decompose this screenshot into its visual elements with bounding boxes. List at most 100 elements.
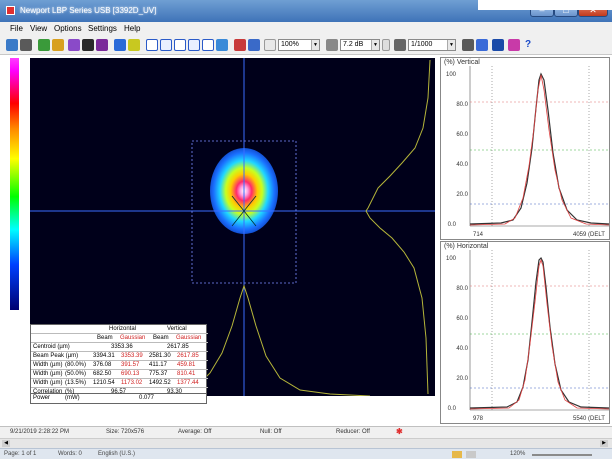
results-table-power: Power (mW) 0.077 xyxy=(30,394,207,404)
gain-icon xyxy=(326,39,338,51)
open-icon[interactable] xyxy=(38,39,50,51)
horizontal-profile-panel[interactable]: (%) Horizontal 100 80.0 60.0 40.0 20.0 0… xyxy=(440,241,610,424)
horizontal-profile-chart: 100 80.0 60.0 40.0 20.0 0.0 978 5540 (DE… xyxy=(446,250,610,422)
table-group-header: Horizontal Vertical xyxy=(31,325,208,334)
status-average: Average: Off xyxy=(178,429,212,435)
word-status-strip: Page: 1 of 1 Words: 0 English (U.S.) 120… xyxy=(0,448,612,459)
h-ytick-0: 0.0 xyxy=(448,406,457,412)
h-x-start: 978 xyxy=(473,416,484,422)
vertical-panel-title: (%) Vertical xyxy=(444,59,480,66)
zoom-select[interactable]: 100% ▼ xyxy=(278,39,320,51)
export-icon[interactable] xyxy=(52,39,64,51)
toolbar: 100% ▼ 7.2 dB ▼ 1/1000 ▼ ? xyxy=(0,36,612,55)
language-indicator: English (U.S.) xyxy=(98,451,136,457)
status-bar: 9/21/2019 2:28:22 PM Size: 720x576 Avera… xyxy=(0,426,612,438)
scroll-right-arrow[interactable]: ▶ xyxy=(600,440,608,447)
cropped-overlay xyxy=(478,0,612,10)
menu-bar: File View Options Settings Help xyxy=(0,22,612,36)
v-ytick-40: 40.0 xyxy=(456,162,468,168)
zoom-percent: 120% xyxy=(510,451,526,457)
v-ytick-80: 80.0 xyxy=(456,102,468,108)
print-layout-icon[interactable] xyxy=(452,451,462,458)
menu-view[interactable]: View xyxy=(30,24,48,33)
crosshair-icon[interactable] xyxy=(174,39,186,51)
group-horizontal: Horizontal xyxy=(109,326,137,332)
zoom-slider[interactable] xyxy=(532,454,592,456)
exposure-select[interactable]: 1/1000 ▼ xyxy=(408,39,456,51)
results-table: Horizontal Vertical Beam Gaussian Beam G… xyxy=(30,324,208,395)
exposure-icon xyxy=(394,39,406,51)
v-ytick-20: 20.0 xyxy=(456,192,468,198)
v-ytick-60: 60.0 xyxy=(456,132,468,138)
record-indicator-icon: ✱ xyxy=(396,427,403,436)
horizontal-panel-title: (%) Horizontal xyxy=(444,243,489,250)
axis-icon[interactable] xyxy=(188,39,200,51)
h-beam-curve xyxy=(469,256,610,409)
h-ytick-100: 100 xyxy=(446,256,457,262)
audio-icon[interactable] xyxy=(476,39,488,51)
rotate-icon[interactable] xyxy=(234,39,246,51)
color-palette xyxy=(10,58,19,310)
capture-icon[interactable] xyxy=(68,39,80,51)
h-gauss-curve xyxy=(469,258,610,410)
status-reducer: Reducer: Off xyxy=(336,429,370,435)
word-count: Words: 0 xyxy=(58,451,82,457)
menu-options[interactable]: Options xyxy=(54,24,82,33)
table-row: Width (µm) (50.0%) 682.50 690.13 775.37 … xyxy=(31,370,208,379)
settings-icon[interactable] xyxy=(492,39,504,51)
save-icon[interactable] xyxy=(6,39,18,51)
scroll-left-arrow[interactable]: ◀ xyxy=(2,440,10,447)
app-icon xyxy=(6,6,15,15)
menu-file[interactable]: File xyxy=(10,24,23,33)
snapshot-icon[interactable] xyxy=(96,39,108,51)
table-row: Power (mW) 0.077 xyxy=(33,395,155,401)
group-vertical: Vertical xyxy=(167,326,187,332)
vertical-profile-panel[interactable]: (%) Vertical 100 80.0 60.0 40.0 20.0 0.0… xyxy=(440,57,610,240)
h-ytick-20: 20.0 xyxy=(456,376,468,382)
status-datetime: 9/21/2019 2:28:22 PM xyxy=(10,429,70,435)
page-count: Page: 1 of 1 xyxy=(4,451,37,457)
v-ytick-0: 0.0 xyxy=(448,222,457,228)
v-gauss-curve xyxy=(469,74,610,226)
h-ytick-80: 80.0 xyxy=(456,286,468,292)
help-icon[interactable]: ? xyxy=(524,39,532,50)
v-beam-curve xyxy=(469,72,610,225)
v-x-end: 4059 (DELT xyxy=(573,232,605,238)
gaussian-fit-icon[interactable] xyxy=(160,39,172,51)
print-icon[interactable] xyxy=(20,39,32,51)
about-icon[interactable] xyxy=(508,39,520,51)
profile-icon[interactable] xyxy=(146,39,158,51)
table-row: Centroid (µm) 3353.36 2617.85 xyxy=(31,343,208,352)
menu-settings[interactable]: Settings xyxy=(88,24,117,33)
table-row: Width (µm) (13.5%) 1210.54 1173.02 1492.… xyxy=(31,379,208,388)
gain-select[interactable]: 7.2 dB ▼ xyxy=(340,39,380,51)
table-row: Correlation (%) 96.57 93.30 xyxy=(33,389,183,395)
ellipse-icon[interactable] xyxy=(202,39,214,51)
histogram-icon[interactable] xyxy=(114,39,126,51)
table-sub-header: Beam Gaussian Beam Gaussian xyxy=(31,334,208,343)
gain-spinner[interactable] xyxy=(382,39,390,51)
vertical-profile-chart: 100 80.0 60.0 40.0 20.0 0.0 714 4059 (DE… xyxy=(446,66,610,238)
h-ytick-40: 40.0 xyxy=(456,346,468,352)
v-ytick-100: 100 xyxy=(446,72,457,78)
zoom-icon[interactable] xyxy=(264,39,276,51)
full-screen-icon[interactable] xyxy=(466,451,476,458)
scale-icon[interactable] xyxy=(248,39,260,51)
table-row: Width (µm) (80.0%) 376.08 391.57 411.17 … xyxy=(31,361,208,370)
status-null: Null: Off xyxy=(260,429,282,435)
h-x-end: 5540 (DELT xyxy=(573,416,605,422)
roi-box xyxy=(191,140,297,284)
3d-view-icon[interactable] xyxy=(216,39,228,51)
h-ytick-60: 60.0 xyxy=(456,316,468,322)
v-x-start: 714 xyxy=(473,232,484,238)
horizontal-scrollbar[interactable]: ◀ ▶ xyxy=(0,438,612,448)
menu-help[interactable]: Help xyxy=(124,24,141,33)
pause-icon[interactable] xyxy=(82,39,94,51)
window-title: Newport LBP Series USB [3392D_UV] xyxy=(20,6,157,15)
print-report-icon[interactable] xyxy=(462,39,474,51)
stats-icon[interactable] xyxy=(128,39,140,51)
vertical-profile-curve xyxy=(365,59,431,395)
table-row: Beam Peak (µm) 3394.31 3353.39 2581.30 2… xyxy=(31,352,208,361)
status-size: Size: 720x576 xyxy=(106,429,145,435)
beam-overlay xyxy=(30,58,435,396)
